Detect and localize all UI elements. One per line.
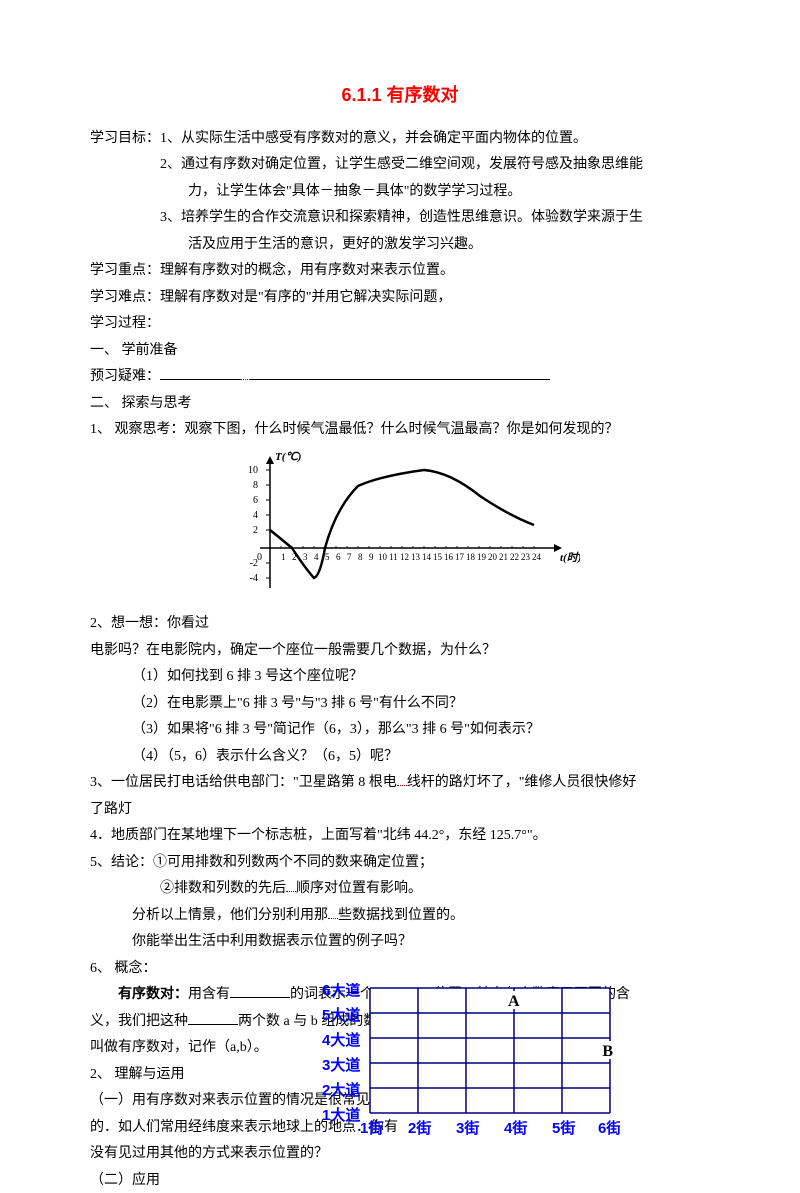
q5: 5、结论：①可用排数和列数两个不同的数来确定位置； xyxy=(90,851,710,876)
learning-targets: 学习目标：1、从实际生活中感受有序数对的意义，并会确定平面内物体的位置。 xyxy=(90,127,710,152)
q5c: 分析以上情景，他们分别利用那些数据找到位置的。 xyxy=(90,904,710,929)
svg-text:20: 20 xyxy=(488,552,498,562)
difficulty-text: 理解有序数对是"有序的"并用它解决实际问题 xyxy=(160,290,437,305)
svg-text:2: 2 xyxy=(253,525,258,536)
svg-text:5大道: 5大道 xyxy=(322,1006,360,1024)
temperature-chart: T(℃) t(时) 10 8 6 4 2 0 -2 -4 123 456 789… xyxy=(90,448,710,608)
svg-text:T(℃): T(℃) xyxy=(275,451,301,463)
svg-text:23: 23 xyxy=(521,552,531,562)
q3b: 了路灯 xyxy=(90,798,710,823)
svg-text:5: 5 xyxy=(325,552,330,562)
svg-text:3街: 3街 xyxy=(456,1119,479,1137)
svg-text:4街: 4街 xyxy=(504,1119,527,1137)
svg-text:t(时): t(时) xyxy=(560,551,580,564)
focus-text: 理解有序数对的概念，用有序数对来表示位置。 xyxy=(160,263,454,278)
preview-row: 预习疑难： xyxy=(90,365,710,390)
q5b: ②排数和列数的先后顺序对位置有影响。 xyxy=(90,877,710,902)
svg-text:4大道: 4大道 xyxy=(322,1031,360,1049)
difficulty-row: 学习难点：理解有序数对是"有序的"并用它解决实际问题， xyxy=(90,286,710,311)
svg-text:1: 1 xyxy=(281,552,286,562)
difficulty-label: 学习难点： xyxy=(90,290,160,305)
svg-text:11: 11 xyxy=(389,552,398,562)
q2-3: （3）如果将"6 排 3 号"简记作（6，3），那么"3 排 6 号"如何表示？ xyxy=(90,718,710,743)
svg-text:A: A xyxy=(508,993,520,1010)
svg-text:22: 22 xyxy=(510,552,519,562)
svg-text:14: 14 xyxy=(422,552,432,562)
svg-text:8: 8 xyxy=(253,480,258,491)
blank1[interactable] xyxy=(230,997,290,998)
svg-text:9: 9 xyxy=(369,552,374,562)
target-3a: 3、培养学生的合作交流意识和探索精神，创造性思维意识。体验数学来源于生 xyxy=(90,206,710,231)
q2-1: （1）如何找到 6 排 3 号这个座位呢？ xyxy=(90,665,710,690)
chart-svg: T(℃) t(时) 10 8 6 4 2 0 -2 -4 123 456 789… xyxy=(220,448,580,598)
preview-blank[interactable] xyxy=(160,379,240,380)
svg-text:21: 21 xyxy=(499,552,508,562)
section-1: 一、 学前准备 xyxy=(90,339,710,364)
q5b-dot xyxy=(286,891,296,892)
svg-text:24: 24 xyxy=(532,552,542,562)
svg-text:-4: -4 xyxy=(250,573,258,584)
svg-text:3大道: 3大道 xyxy=(322,1056,360,1074)
focus-row: 学习重点：理解有序数对的概念，用有序数对来表示位置。 xyxy=(90,259,710,284)
svg-text:13: 13 xyxy=(411,552,421,562)
svg-text:2大道: 2大道 xyxy=(322,1081,360,1099)
document-body: 学习目标：1、从实际生活中感受有序数对的意义，并会确定平面内物体的位置。 2、通… xyxy=(90,127,710,1193)
target-1: 1、从实际生活中感受有序数对的意义，并会确定平面内物体的位置。 xyxy=(160,131,587,146)
svg-text:2街: 2街 xyxy=(408,1119,431,1137)
preview-blank2[interactable] xyxy=(250,379,550,380)
svg-text:4: 4 xyxy=(314,552,319,562)
q4: 4．地质部门在某地埋下一个标志桩，上面写着"北纬 44.2°，东经 125.7°… xyxy=(90,824,710,849)
q5c-dot xyxy=(328,918,338,919)
q2-text: 电影吗？在电影院内，确定一个座位一般需要几个数据，为什么？ xyxy=(90,639,710,664)
svg-text:17: 17 xyxy=(455,552,465,562)
preview-label: 预习疑难： xyxy=(90,369,160,384)
q2-label: 2、想一想：你看过 xyxy=(90,612,710,637)
q3-dot xyxy=(397,785,407,786)
svg-text:1大道: 1大道 xyxy=(322,1106,360,1124)
q2-2: （2）在电影票上"6 排 3 号"与"3 排 6 号"有什么不同？ xyxy=(90,692,710,717)
svg-text:10: 10 xyxy=(378,552,388,562)
svg-text:5街: 5街 xyxy=(552,1119,575,1137)
svg-text:B: B xyxy=(602,1043,613,1060)
blank3[interactable] xyxy=(188,1024,238,1025)
svg-text:4: 4 xyxy=(253,510,258,521)
svg-text:1街: 1街 xyxy=(360,1119,383,1137)
svg-text:8: 8 xyxy=(358,552,363,562)
svg-text:6街: 6街 xyxy=(598,1119,620,1137)
svg-text:16: 16 xyxy=(444,552,454,562)
street-grid-figure: 6大道 5大道 4大道 3大道 2大道 1大道 1街 2街 3街 4街 5街 6… xyxy=(320,983,620,1138)
svg-text:15: 15 xyxy=(433,552,443,562)
page-title: 6.1.1 有序数对 xyxy=(90,80,710,112)
section-2: 二、 探索与思考 xyxy=(90,392,710,417)
process-label: 学习过程： xyxy=(90,312,710,337)
q3: 3、一位居民打电话给供电部门："卫星路第 8 根电线杆的路灯坏了，"维修人员很快… xyxy=(90,771,710,796)
svg-text:3: 3 xyxy=(303,552,308,562)
difficulty-comma: ， xyxy=(437,290,451,305)
r2-1c: 没有见过用其他的方式来表示位置的？ xyxy=(90,1142,410,1167)
svg-text:-2: -2 xyxy=(250,558,258,569)
target-2b: 力，让学生体会"具体－抽象－具体"的数学学习过程。 xyxy=(90,180,710,205)
svg-text:18: 18 xyxy=(466,552,476,562)
svg-text:6: 6 xyxy=(253,495,258,506)
q1: 1、 观察思考：观察下图，什么时候气温最低？什么时候气温最高？你是如何发现的？ xyxy=(90,418,710,443)
svg-text:6: 6 xyxy=(336,552,341,562)
svg-text:7: 7 xyxy=(347,552,352,562)
grid-svg: 6大道 5大道 4大道 3大道 2大道 1大道 1街 2街 3街 4街 5街 6… xyxy=(320,983,620,1138)
svg-text:6大道: 6大道 xyxy=(322,983,360,999)
target-label: 学习目标： xyxy=(90,131,160,146)
svg-text:19: 19 xyxy=(477,552,487,562)
q2-4: （4）（5，6）表示什么含义？（6，5）呢？ xyxy=(90,745,710,770)
target-3b: 活及应用于生活的意识，更好的激发学习兴趣。 xyxy=(90,233,710,258)
concept-label: 有序数对： xyxy=(118,987,188,1002)
preview-dot xyxy=(240,379,250,380)
svg-text:12: 12 xyxy=(400,552,409,562)
target-2a: 2、通过有序数对确定位置，让学生感受二维空间观，发展符号感及抽象思维能 xyxy=(90,153,710,178)
q5d: 你能举出生活中利用数据表示位置的例子吗？ xyxy=(90,930,710,955)
focus-label: 学习重点： xyxy=(90,263,160,278)
r2-2: （二）应用 xyxy=(90,1169,410,1193)
svg-text:10: 10 xyxy=(248,465,258,476)
q6: 6、 概念： xyxy=(90,957,710,982)
